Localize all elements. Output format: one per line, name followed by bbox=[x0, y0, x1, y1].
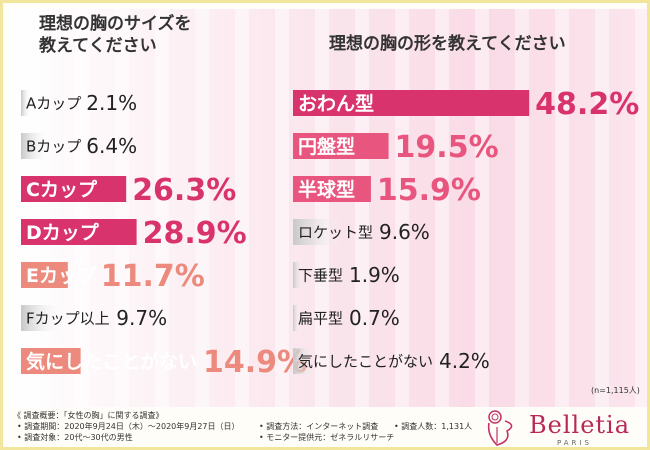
bar-1-3 bbox=[293, 219, 341, 245]
belletia-logo: Belletia PARIS bbox=[473, 405, 633, 447]
value-label-0-0: 2.1% bbox=[86, 91, 137, 115]
category-label-1-0: おわん型 bbox=[298, 92, 374, 115]
category-label-1-2: 半球型 bbox=[298, 178, 355, 201]
bar-1-0 bbox=[293, 90, 530, 116]
value-label-1-0: 48.2% bbox=[535, 87, 639, 122]
value-label-1-1: 19.5% bbox=[395, 130, 499, 165]
background-stripes bbox=[9, 9, 647, 407]
bar-1-6 bbox=[293, 348, 314, 374]
category-label-1-5: 扁平型 bbox=[298, 309, 343, 327]
category-label-1-4: 下垂型 bbox=[298, 266, 343, 284]
category-label-0-3: Dカップ bbox=[26, 221, 100, 244]
value-label-0-2: 26.3% bbox=[132, 173, 236, 208]
category-label-0-1: Bカップ bbox=[26, 137, 81, 155]
value-label-1-2: 15.9% bbox=[377, 173, 481, 208]
value-label-0-4: 11.7% bbox=[101, 259, 205, 294]
bar-0-4 bbox=[21, 262, 68, 288]
bar-charts: Aカップ 2.1% Bカップ 6.4% Cカップ 26.3% Dカップ 28.9% Eカップ 11… bbox=[21, 87, 639, 380]
footer-header: 《 調査概要：「女性の胸」に関する調査》 bbox=[13, 411, 164, 420]
sample-size-note: (n=1,115人) bbox=[591, 386, 640, 395]
value-label-1-4: 1.9% bbox=[349, 263, 400, 287]
left-title-line2: 教えてください bbox=[39, 36, 157, 56]
category-label-1-3: ロケット型 bbox=[298, 223, 373, 241]
category-label-0-4: Eカップ bbox=[26, 264, 97, 287]
category-label-1-6: 気にしたことがない bbox=[298, 352, 433, 370]
footer-target: • 調査対象：20代～30代の男性 bbox=[17, 433, 133, 442]
bar-0-5 bbox=[21, 305, 60, 331]
value-label-0-6: 14.9% bbox=[203, 345, 307, 380]
value-label-0-3: 28.9% bbox=[143, 216, 247, 251]
rose-b-icon bbox=[487, 410, 513, 446]
footer-count: • 調査人数：1,131人 bbox=[394, 422, 473, 431]
bar-1-1 bbox=[293, 133, 389, 159]
left-chart-title: 理想の胸のサイズを 教えてください bbox=[39, 13, 269, 57]
category-label-0-0: Aカップ bbox=[26, 94, 81, 112]
value-label-1-6: 4.2% bbox=[439, 349, 490, 373]
category-label-0-2: Cカップ bbox=[26, 178, 98, 201]
bar-0-0 bbox=[21, 90, 30, 116]
left-title-line1: 理想の胸のサイズを bbox=[39, 14, 192, 34]
right-chart-title: 理想の胸の形を教えてください bbox=[329, 34, 566, 54]
category-label-0-5: Fカップ以上 bbox=[26, 309, 110, 327]
bar-0-3 bbox=[21, 219, 137, 245]
bar-0-6 bbox=[21, 348, 81, 374]
bar-0-2 bbox=[21, 176, 127, 202]
value-label-0-1: 6.4% bbox=[86, 134, 137, 158]
chart-panel bbox=[9, 9, 647, 407]
bar-1-5 bbox=[293, 305, 299, 331]
value-label-0-5: 9.7% bbox=[116, 306, 167, 330]
logo-brand: Belletia bbox=[529, 411, 631, 439]
footer-provider: • モニター提供元：ゼネラルリサーチ bbox=[259, 433, 395, 442]
category-label-1-1: 円盤型 bbox=[298, 135, 355, 158]
category-label-0-6: 気にしたことがない bbox=[26, 350, 197, 373]
survey-footer: 《 調査概要：「女性の胸」に関する調査》 • 調査期間：2020年9月24日（木… bbox=[9, 407, 479, 447]
bar-0-1 bbox=[21, 133, 47, 159]
bar-1-4 bbox=[293, 262, 303, 288]
footer-period: • 調査期間：2020年9月24日（木）～2020年9月27日（日） bbox=[17, 422, 240, 431]
value-label-1-5: 0.7% bbox=[349, 306, 400, 330]
logo-sub: PARIS bbox=[557, 439, 592, 447]
footer-method: • 調査方法：インターネット調査 bbox=[259, 422, 379, 431]
bar-1-2 bbox=[293, 176, 371, 202]
value-label-1-3: 9.6% bbox=[379, 220, 430, 244]
